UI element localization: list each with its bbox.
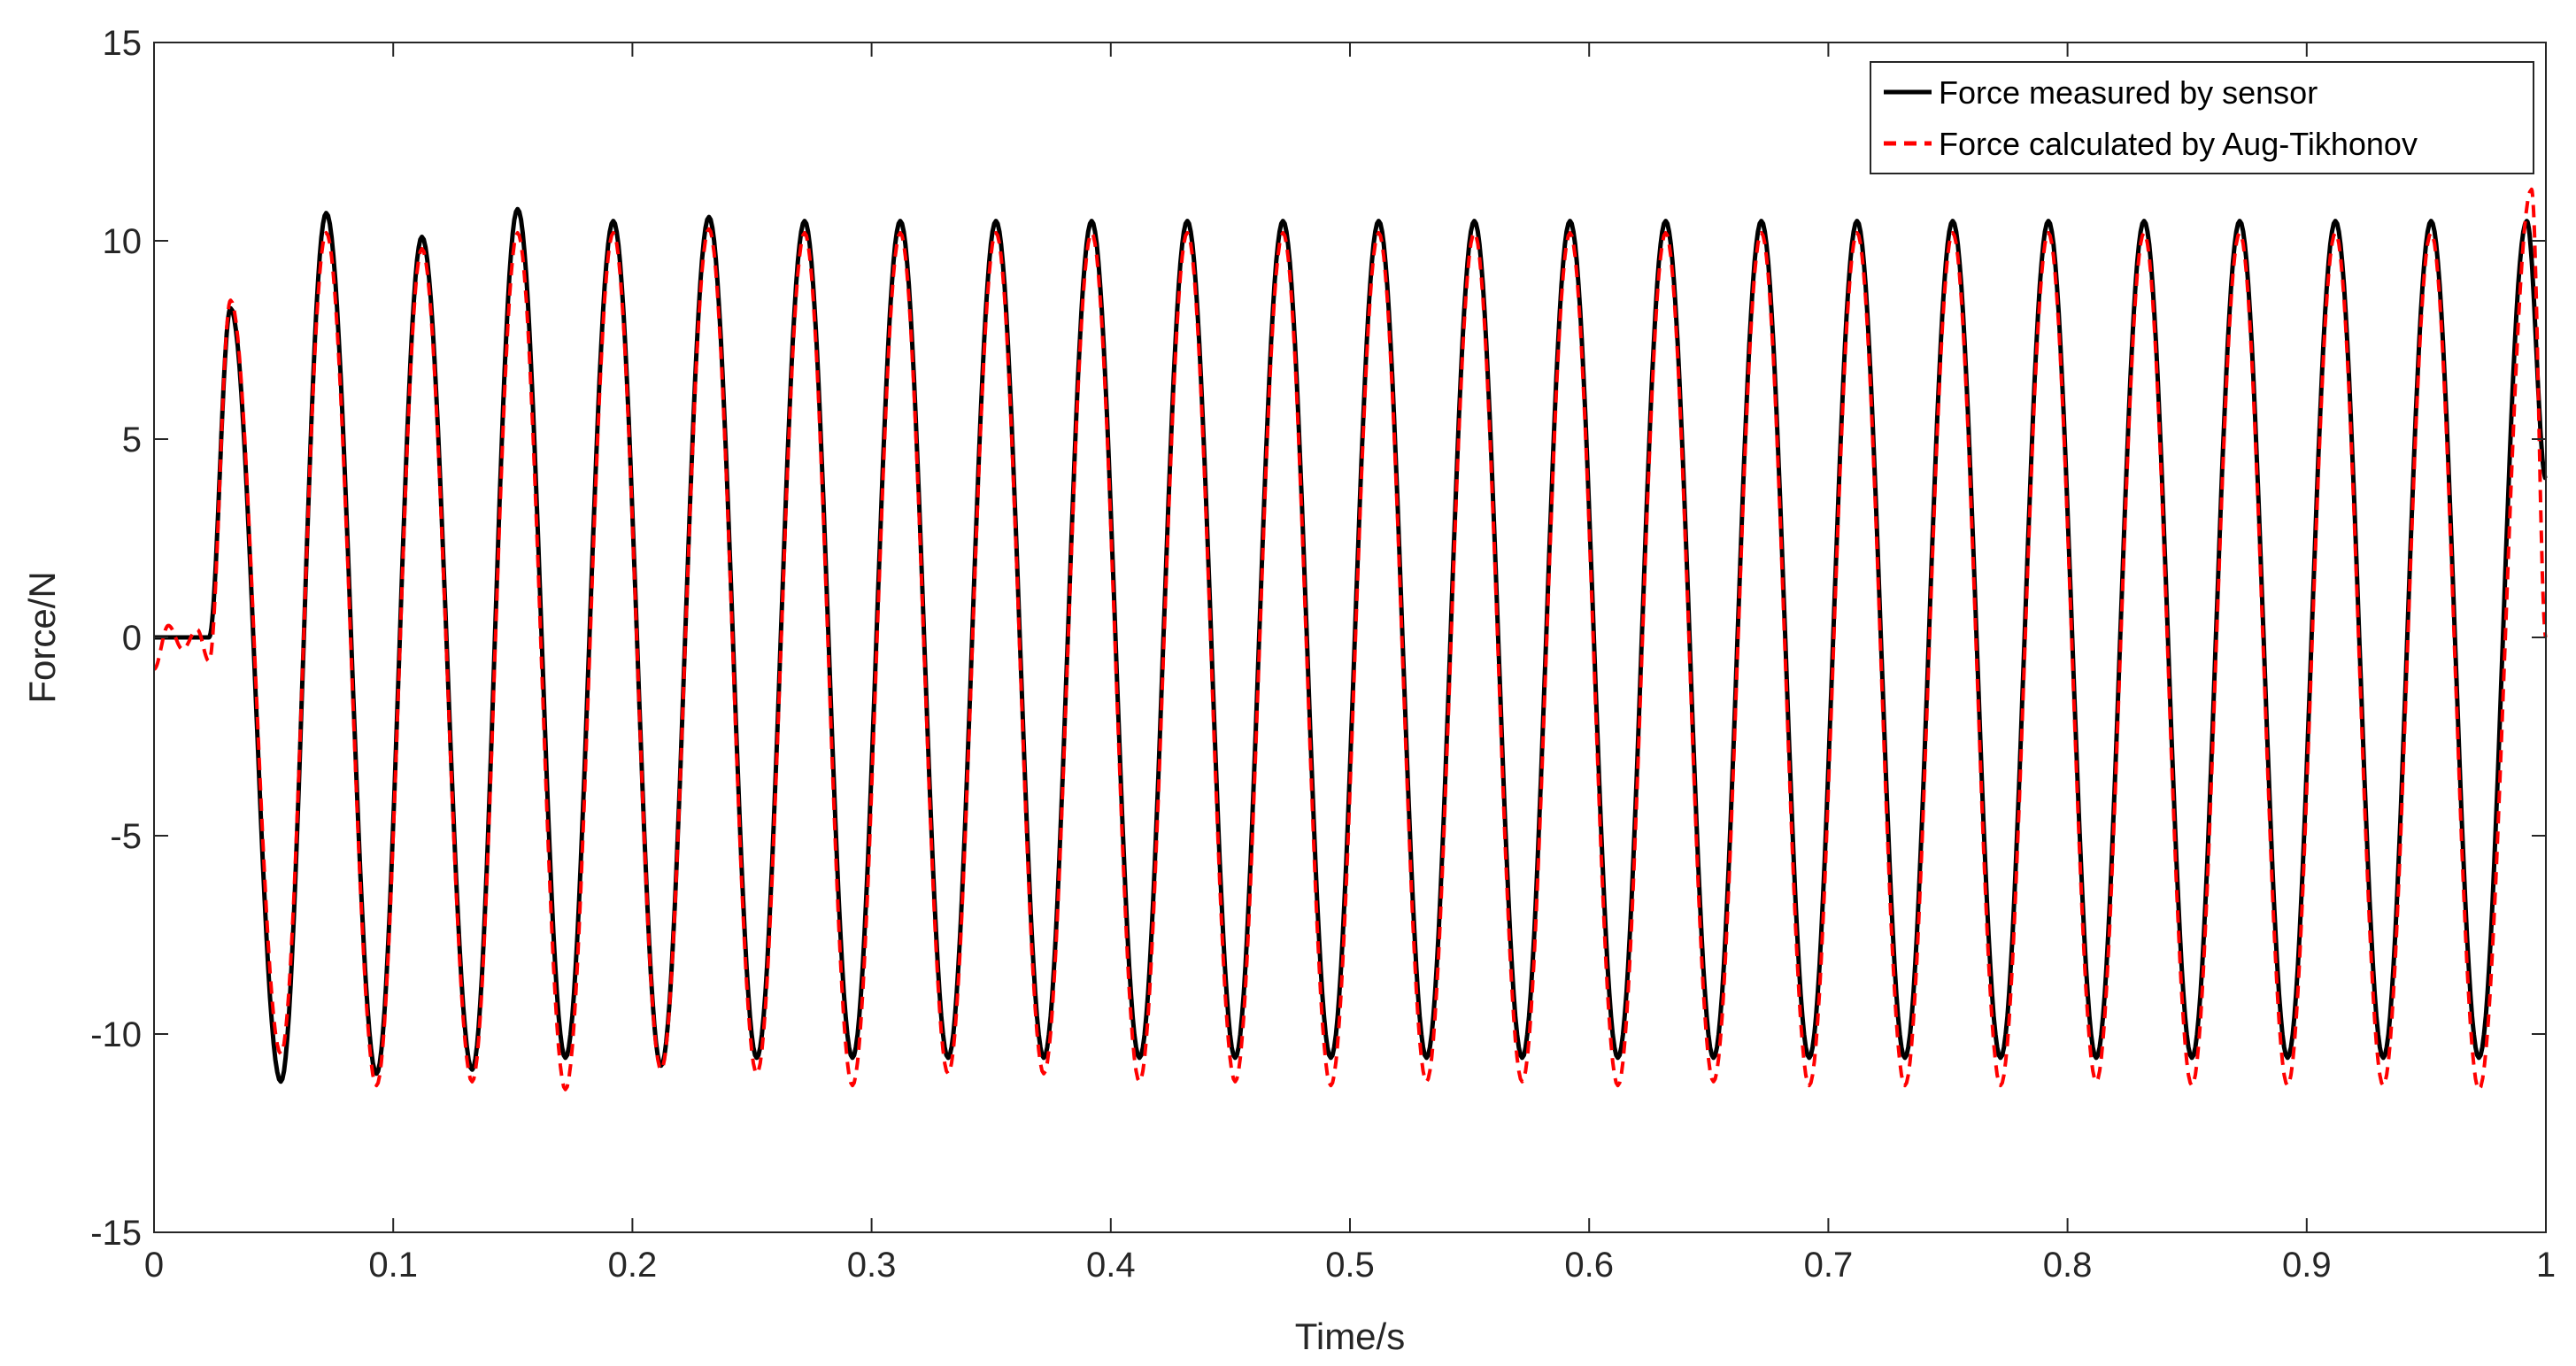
x-tick-label: 0.9 [2282,1246,2332,1285]
x-tick-label: 0.7 [1804,1246,1854,1285]
y-tick-label: -5 [110,817,142,856]
legend-label-aug-tikhonov: Force calculated by Aug-Tikhonov [1939,126,2418,162]
y-tick-label: -15 [90,1214,142,1253]
x-tick-label: 0.1 [368,1246,418,1285]
ticks-layer: 0 0.1 0.2 0.3 0.4 0.5 0.6 0.7 0.8 0.9 1 15 10 5 0 -5 -10… [90,24,2556,1285]
legend-label-sensor: Force measured by sensor [1939,74,2318,111]
x-tick-label: 0.6 [1564,1246,1614,1285]
y-tick-label: 5 [122,421,142,459]
y-tick-label: 0 [122,619,142,658]
x-axis-title: Time/s [1295,1316,1405,1357]
legend: Force measured by sensor Force calculate… [1870,61,2534,174]
legend-box [1870,61,2534,174]
series-layer [152,187,2548,1092]
y-tick-label: 10 [103,222,143,261]
x-tick-label: 0.2 [608,1246,658,1285]
y-tick-label: 15 [103,24,143,63]
x-tick-label: 0.5 [1325,1246,1375,1285]
series-line-aug-tikhonov [152,187,2548,1092]
x-tick-label: 0.3 [847,1246,897,1285]
y-axis-title: Force/N [21,571,63,703]
x-tick-label: 0.4 [1086,1246,1136,1285]
x-tick-label: 0 [144,1246,164,1285]
y-tick-label: -10 [90,1015,142,1054]
x-tick-label: 0.8 [2043,1246,2093,1285]
x-tick-label: 1 [2536,1246,2556,1285]
